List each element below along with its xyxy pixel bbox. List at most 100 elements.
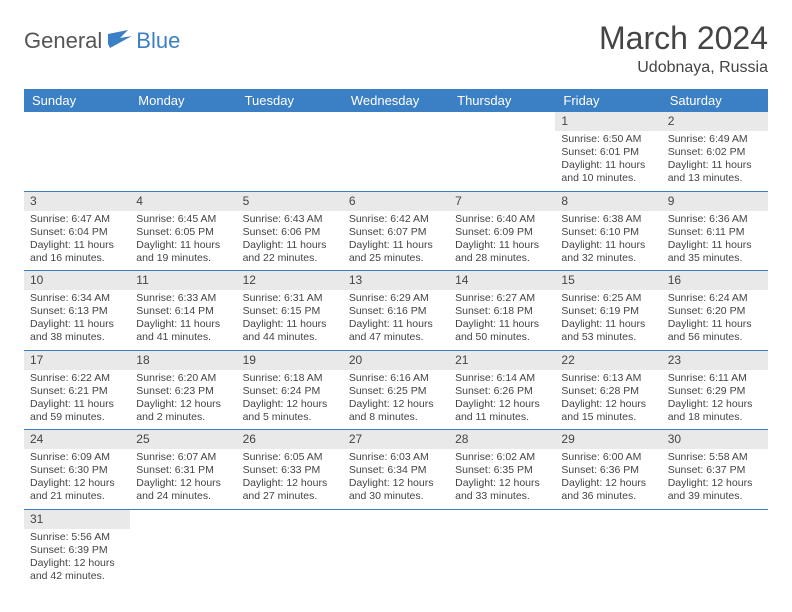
day-number: 27 (343, 430, 449, 449)
day-number: 21 (449, 351, 555, 370)
sunset-line: Sunset: 6:26 PM (455, 385, 549, 398)
sunset-line: Sunset: 6:10 PM (561, 226, 655, 239)
calendar-cell: 20Sunrise: 6:16 AMSunset: 6:25 PMDayligh… (343, 350, 449, 430)
daylight-line: Daylight: 11 hours and 53 minutes. (561, 318, 655, 344)
sunrise-line: Sunrise: 6:13 AM (561, 372, 655, 385)
calendar-cell: 8Sunrise: 6:38 AMSunset: 6:10 PMDaylight… (555, 191, 661, 271)
sunset-line: Sunset: 6:31 PM (136, 464, 230, 477)
calendar-cell: 16Sunrise: 6:24 AMSunset: 6:20 PMDayligh… (662, 271, 768, 351)
sunset-line: Sunset: 6:33 PM (243, 464, 337, 477)
day-number: 22 (555, 351, 661, 370)
calendar-cell: 12Sunrise: 6:31 AMSunset: 6:15 PMDayligh… (237, 271, 343, 351)
day-number: 24 (24, 430, 130, 449)
sunset-line: Sunset: 6:21 PM (30, 385, 124, 398)
sunrise-line: Sunrise: 6:16 AM (349, 372, 443, 385)
calendar-cell: 3Sunrise: 6:47 AMSunset: 6:04 PMDaylight… (24, 191, 130, 271)
daylight-line: Daylight: 11 hours and 35 minutes. (668, 239, 762, 265)
sunset-line: Sunset: 6:07 PM (349, 226, 443, 239)
sunset-line: Sunset: 6:15 PM (243, 305, 337, 318)
daylight-line: Daylight: 12 hours and 15 minutes. (561, 398, 655, 424)
day-number: 28 (449, 430, 555, 449)
sunset-line: Sunset: 6:37 PM (668, 464, 762, 477)
daylight-line: Daylight: 11 hours and 56 minutes. (668, 318, 762, 344)
sunset-line: Sunset: 6:24 PM (243, 385, 337, 398)
weekday-header: Thursday (449, 89, 555, 112)
day-number: 10 (24, 271, 130, 290)
calendar-cell: 1Sunrise: 6:50 AMSunset: 6:01 PMDaylight… (555, 112, 661, 191)
sunset-line: Sunset: 6:39 PM (30, 544, 124, 557)
calendar-cell: 21Sunrise: 6:14 AMSunset: 6:26 PMDayligh… (449, 350, 555, 430)
daylight-line: Daylight: 12 hours and 18 minutes. (668, 398, 762, 424)
sunrise-line: Sunrise: 6:45 AM (136, 213, 230, 226)
calendar-cell (130, 112, 236, 191)
day-number: 15 (555, 271, 661, 290)
day-number: 11 (130, 271, 236, 290)
calendar-cell (130, 509, 236, 588)
day-number: 25 (130, 430, 236, 449)
calendar-cell: 22 Sunrise: 6:13 AMSunset: 6:28 PMDayligh… (555, 350, 661, 430)
sunrise-line: Sunrise: 6:34 AM (30, 292, 124, 305)
day-number: 1 (555, 112, 661, 131)
calendar-cell: 9Sunrise: 6:36 AMSunset: 6:11 PMDaylight… (662, 191, 768, 271)
logo-text-blue: Blue (136, 28, 180, 54)
calendar-cell: 4Sunrise: 6:45 AMSunset: 6:05 PMDaylight… (130, 191, 236, 271)
sunset-line: Sunset: 6:23 PM (136, 385, 230, 398)
sunrise-line: Sunrise: 6:31 AM (243, 292, 337, 305)
logo-flag-icon (108, 30, 134, 53)
sunset-line: Sunset: 6:29 PM (668, 385, 762, 398)
day-number: 5 (237, 192, 343, 211)
calendar-cell: 15Sunrise: 6:25 AMSunset: 6:19 PMDayligh… (555, 271, 661, 351)
day-number: 13 (343, 271, 449, 290)
daylight-line: Daylight: 11 hours and 16 minutes. (30, 239, 124, 265)
sunrise-line: Sunrise: 6:33 AM (136, 292, 230, 305)
day-number: 9 (662, 192, 768, 211)
day-number: 3 (24, 192, 130, 211)
sunset-line: Sunset: 6:28 PM (561, 385, 655, 398)
weekday-header: Tuesday (237, 89, 343, 112)
sunrise-line: Sunrise: 6:05 AM (243, 451, 337, 464)
weekday-header: Monday (130, 89, 236, 112)
sunset-line: Sunset: 6:13 PM (30, 305, 124, 318)
sunrise-line: Sunrise: 5:58 AM (668, 451, 762, 464)
calendar-cell: 13Sunrise: 6:29 AMSunset: 6:16 PMDayligh… (343, 271, 449, 351)
day-number: 6 (343, 192, 449, 211)
header: General Blue March 2024 Udobnaya, Russia (24, 20, 768, 77)
calendar-cell (24, 112, 130, 191)
daylight-line: Daylight: 12 hours and 42 minutes. (30, 557, 124, 583)
calendar-cell: 7Sunrise: 6:40 AMSunset: 6:09 PMDaylight… (449, 191, 555, 271)
calendar-cell: 5Sunrise: 6:43 AMSunset: 6:06 PMDaylight… (237, 191, 343, 271)
day-number: 2 (662, 112, 768, 131)
sunset-line: Sunset: 6:34 PM (349, 464, 443, 477)
weekday-header: Saturday (662, 89, 768, 112)
weekday-header: Friday (555, 89, 661, 112)
daylight-line: Daylight: 12 hours and 11 minutes. (455, 398, 549, 424)
location: Udobnaya, Russia (599, 59, 768, 77)
calendar-cell: 23Sunrise: 6:11 AMSunset: 6:29 PMDayligh… (662, 350, 768, 430)
day-number: 16 (662, 271, 768, 290)
calendar-cell: 14Sunrise: 6:27 AMSunset: 6:18 PMDayligh… (449, 271, 555, 351)
sunrise-line: Sunrise: 6:00 AM (561, 451, 655, 464)
daylight-line: Daylight: 11 hours and 28 minutes. (455, 239, 549, 265)
sunrise-line: Sunrise: 6:25 AM (561, 292, 655, 305)
sunset-line: Sunset: 6:36 PM (561, 464, 655, 477)
calendar-cell (555, 509, 661, 588)
day-number: 18 (130, 351, 236, 370)
sunset-line: Sunset: 6:14 PM (136, 305, 230, 318)
calendar-cell (662, 509, 768, 588)
calendar-cell: 28Sunrise: 6:02 AMSunset: 6:35 PMDayligh… (449, 430, 555, 510)
sunrise-line: Sunrise: 6:49 AM (668, 133, 762, 146)
calendar-cell (449, 112, 555, 191)
sunset-line: Sunset: 6:04 PM (30, 226, 124, 239)
sunset-line: Sunset: 6:30 PM (30, 464, 124, 477)
daylight-line: Daylight: 11 hours and 22 minutes. (243, 239, 337, 265)
calendar-cell: 17Sunrise: 6:22 AMSunset: 6:21 PMDayligh… (24, 350, 130, 430)
logo: General Blue (24, 28, 180, 54)
daylight-line: Daylight: 11 hours and 13 minutes. (668, 159, 762, 185)
weekday-header: Sunday (24, 89, 130, 112)
calendar-cell: 25Sunrise: 6:07 AMSunset: 6:31 PMDayligh… (130, 430, 236, 510)
daylight-line: Daylight: 12 hours and 24 minutes. (136, 477, 230, 503)
sunset-line: Sunset: 6:25 PM (349, 385, 443, 398)
daylight-line: Daylight: 11 hours and 50 minutes. (455, 318, 549, 344)
daylight-line: Daylight: 11 hours and 25 minutes. (349, 239, 443, 265)
sunset-line: Sunset: 6:06 PM (243, 226, 337, 239)
